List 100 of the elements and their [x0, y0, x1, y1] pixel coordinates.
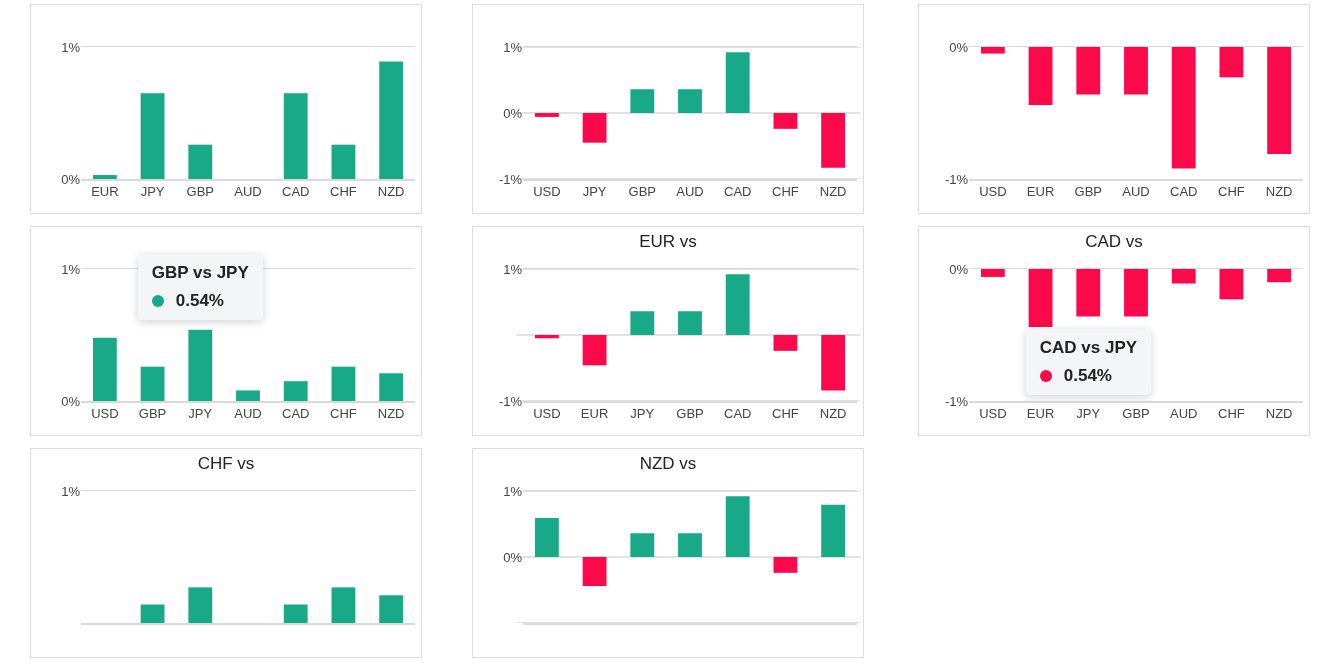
bar — [773, 113, 798, 129]
x-tick-label: EUR — [91, 184, 119, 200]
annotation: CAD vs JPY 0.54% — [1039, 337, 1138, 386]
chart-title: EUR vs — [639, 231, 697, 251]
x-tick-label: AUD — [234, 184, 262, 200]
x-tick-label: GBP — [676, 406, 704, 422]
y-tick-label: 1% — [503, 261, 523, 277]
bar — [331, 366, 356, 401]
x-tick-label: CHF — [1218, 406, 1245, 422]
x-tick-label: AUD — [1169, 406, 1198, 422]
y-tick-label: -1% — [944, 393, 969, 409]
x-tick-label: EUR — [580, 406, 609, 422]
bar — [582, 557, 607, 587]
bar — [725, 52, 750, 113]
x-tick-label: NZD — [819, 184, 847, 200]
x-tick-label: CHF — [1218, 184, 1245, 200]
bar — [534, 518, 559, 557]
bar — [678, 89, 702, 113]
bar — [630, 311, 655, 335]
x-tick-label: JPY — [140, 184, 165, 200]
bar — [582, 335, 607, 366]
x-tick-label: GBP — [1074, 184, 1103, 200]
y-tick-label: 0% — [61, 171, 81, 187]
x-tick-label: JPY — [630, 406, 655, 422]
x-tick-label: NZD — [377, 406, 405, 422]
bar — [725, 496, 750, 557]
chart-title: NZD vs — [639, 453, 697, 473]
x-tick-label: CAD — [1169, 184, 1198, 200]
y-tick-label: 1% — [61, 39, 81, 55]
x-tick-label: EUR — [1026, 184, 1055, 200]
x-tick-label: USD — [979, 406, 1007, 422]
bar — [821, 504, 846, 557]
x-tick-label: USD — [533, 184, 561, 200]
x-tick-label: CHF — [330, 184, 357, 200]
x-tick-label: CHF — [772, 184, 799, 200]
x-tick-label: CAD — [281, 184, 310, 200]
x-tick-label: AUD — [676, 184, 704, 200]
x-tick-label: JPY — [582, 184, 607, 200]
x-tick-label: GBP — [138, 406, 167, 422]
x-tick-label: CAD — [723, 184, 752, 200]
x-tick-label: USD — [533, 406, 561, 422]
x-tick-label: CHF — [330, 406, 357, 422]
y-tick-label: -1% — [944, 171, 969, 187]
bar — [283, 381, 308, 401]
tooltip: CAD vs JPY 0.54% — [1025, 328, 1152, 395]
y-tick-label: 0% — [503, 105, 523, 121]
y-tick-label: 0% — [503, 549, 523, 565]
x-tick-label: NZD — [1265, 406, 1293, 422]
x-tick-label: GBP — [628, 184, 657, 200]
x-tick-label: GBP — [186, 184, 215, 200]
y-tick-label: -1% — [498, 171, 523, 187]
bar — [92, 337, 117, 401]
bar — [582, 113, 607, 143]
y-tick-label: 1% — [503, 39, 523, 55]
x-tick-label: NZD — [819, 406, 847, 422]
x-tick-label: AUD — [234, 406, 262, 422]
bar — [188, 144, 213, 179]
x-tick-label: USD — [91, 406, 119, 422]
bar — [236, 390, 260, 401]
bar — [140, 93, 165, 179]
x-tick-label: NZD — [1265, 184, 1293, 200]
x-tick-label: USD — [979, 184, 1007, 200]
y-tick-label: 0% — [949, 261, 969, 277]
x-tick-label: CAD — [723, 406, 752, 422]
bar — [773, 557, 798, 573]
bar — [283, 93, 308, 179]
y-tick-label: -1% — [498, 393, 523, 409]
y-tick-label: 0% — [949, 39, 969, 55]
chart-title: CAD vs — [1085, 231, 1143, 251]
y-tick-label: 1% — [503, 483, 523, 499]
y-tick-label: 1% — [61, 483, 81, 499]
bar — [773, 335, 798, 351]
bar — [331, 144, 356, 179]
x-tick-label: GBP — [1122, 406, 1150, 422]
x-tick-label: CHF — [772, 406, 799, 422]
x-tick-label: JPY — [1076, 406, 1101, 422]
bar — [379, 373, 404, 401]
bar — [821, 335, 846, 391]
x-tick-label: JPY — [188, 406, 213, 422]
bar — [630, 533, 655, 557]
x-tick-label: EUR — [1026, 406, 1055, 422]
y-tick-label: 1% — [61, 261, 81, 277]
tooltip: GBP vs JPY 0.54% — [137, 253, 263, 320]
bar — [678, 533, 702, 557]
bar — [534, 113, 559, 117]
bar — [821, 113, 846, 168]
bar — [140, 366, 165, 401]
bar — [92, 175, 117, 179]
bar — [188, 329, 213, 401]
bar — [725, 274, 750, 335]
annotation: GBP vs JPY 0.54% — [151, 262, 249, 311]
bar — [630, 89, 655, 113]
x-tick-label: AUD — [1122, 184, 1150, 200]
bar — [379, 61, 404, 179]
x-tick-label: CAD — [281, 406, 310, 422]
bar — [534, 335, 559, 339]
chart-title: CHF vs — [197, 453, 255, 473]
x-tick-label: NZD — [377, 184, 405, 200]
y-tick-label: 0% — [61, 393, 81, 409]
bar — [678, 311, 702, 335]
